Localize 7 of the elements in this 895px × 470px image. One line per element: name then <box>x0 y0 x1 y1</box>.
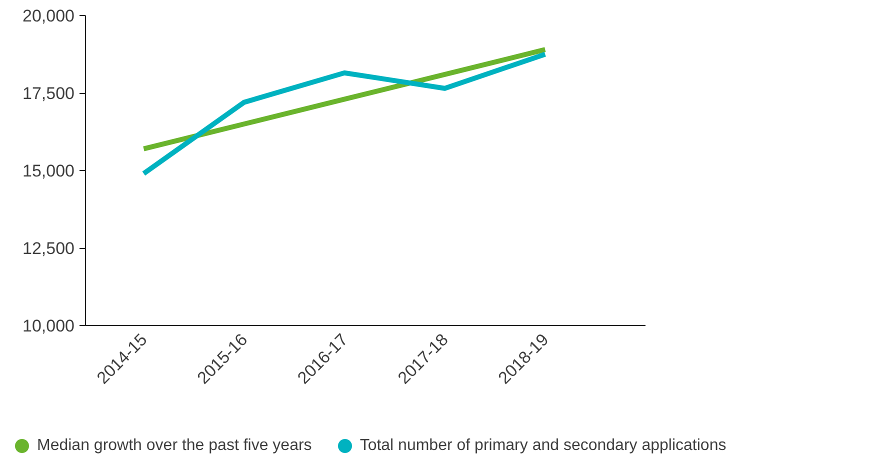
y-tick-label: 15,000 <box>22 162 75 180</box>
y-tick-label: 17,500 <box>22 84 75 103</box>
legend-label: Median growth over the past five years <box>37 436 312 456</box>
y-tick-label: 20,000 <box>22 6 75 26</box>
y-tick-label: 10,000 <box>22 316 75 336</box>
legend-label: Total number of primary and secondary applications <box>360 436 726 456</box>
y-tick-label: 12,500 <box>22 239 75 258</box>
